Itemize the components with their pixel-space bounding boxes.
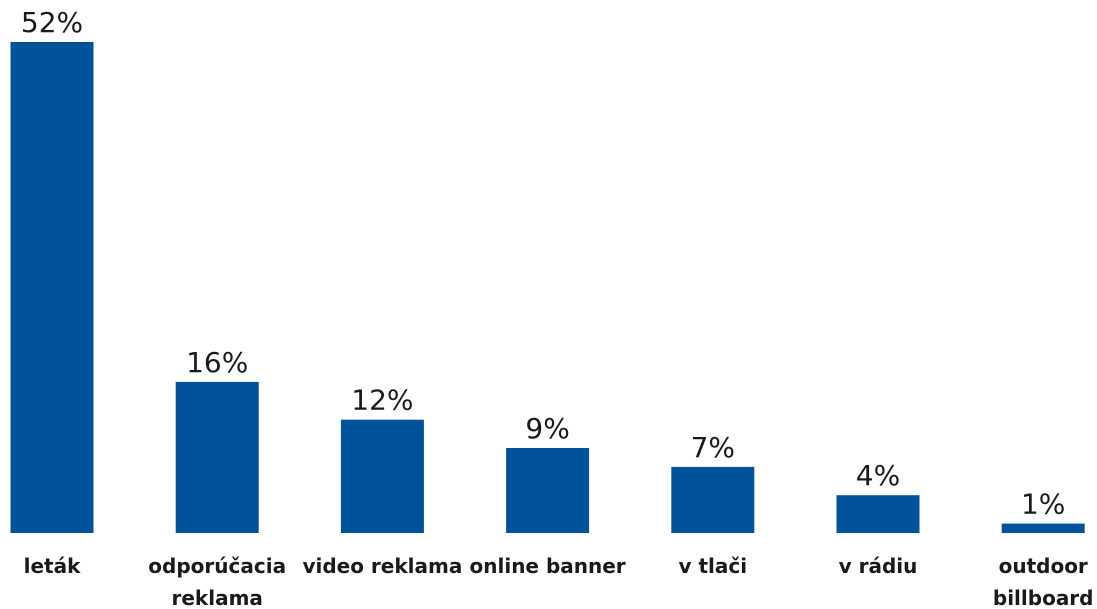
bar-4: [671, 466, 755, 533]
value-label-5: 4%: [856, 459, 900, 492]
category-label-3-line-0: online banner: [470, 554, 626, 578]
category-label-1-line-0: odporúčacia: [148, 554, 286, 578]
value-label-0: 52%: [21, 6, 83, 39]
category-label-0-line-0: leták: [24, 554, 81, 578]
value-label-3: 9%: [525, 412, 569, 445]
value-label-2: 12%: [351, 384, 413, 417]
category-label-1-line-1: reklama: [171, 586, 262, 609]
category-label-2-line-0: video reklama: [302, 554, 462, 578]
category-label-6-line-0: outdoor: [999, 554, 1088, 578]
value-label-6: 1%: [1021, 488, 1065, 521]
bar-2: [340, 419, 424, 533]
bar-1: [175, 381, 259, 533]
category-label-4-line-0: v tlači: [678, 554, 747, 578]
value-label-1: 16%: [186, 346, 248, 379]
bar-5: [836, 495, 920, 533]
category-label-5-line-0: v rádiu: [839, 554, 918, 578]
value-label-4: 7%: [691, 431, 735, 464]
bar-3: [506, 448, 590, 533]
bar-6: [1001, 523, 1085, 533]
category-label-6-line-1: billboard: [993, 586, 1094, 609]
bar-0: [10, 42, 94, 533]
